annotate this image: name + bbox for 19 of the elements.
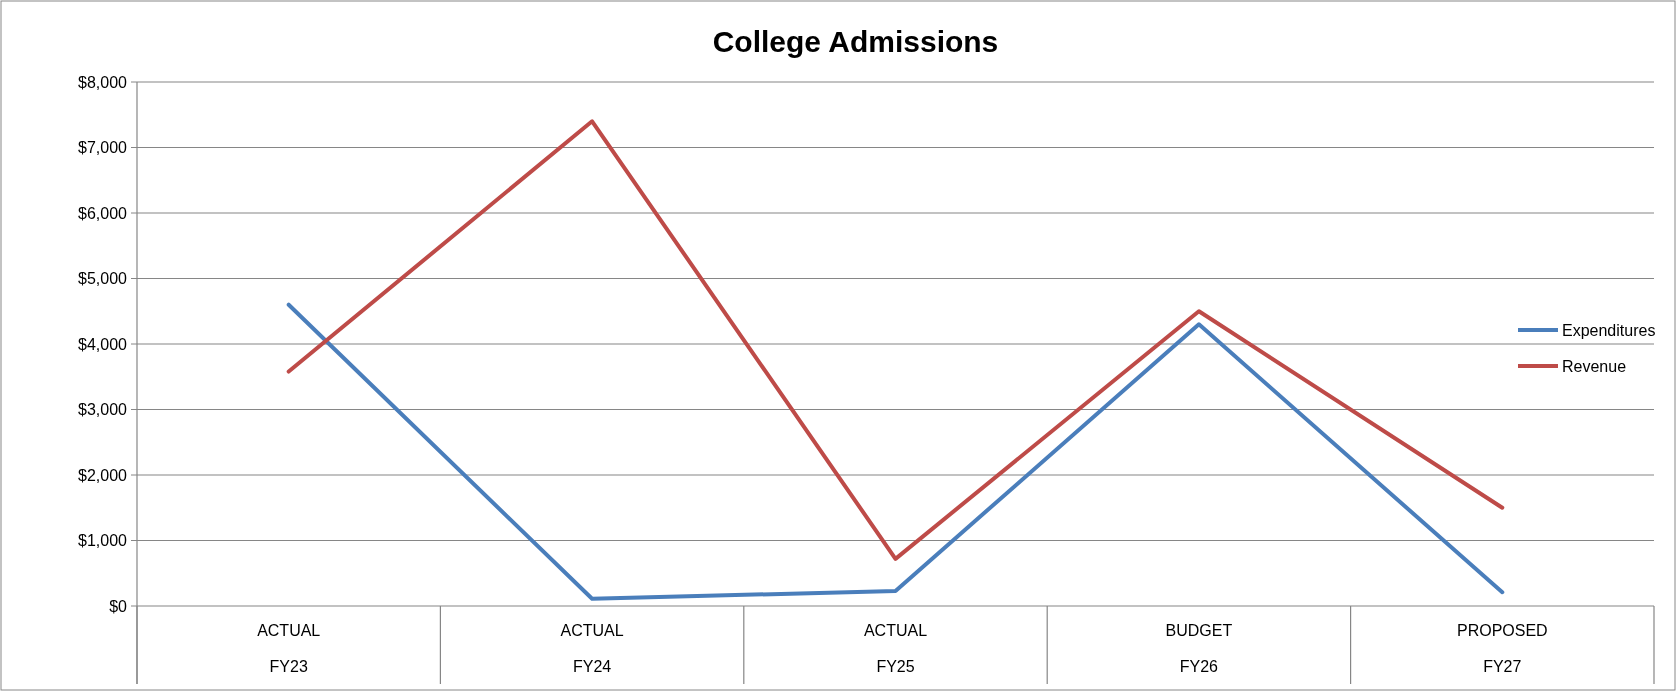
y-tick-label: $6,000 xyxy=(78,204,128,222)
y-tick-label: $3,000 xyxy=(78,401,128,419)
y-tick-label: $0 xyxy=(109,597,128,615)
x-tick-label: ACTUAL FY24 xyxy=(560,622,624,675)
legend-label: Expenditures xyxy=(1562,321,1656,339)
line-series xyxy=(286,119,1505,561)
y-tick-label: $7,000 xyxy=(78,139,128,157)
y-tick-label: $1,000 xyxy=(78,532,128,550)
chart-title: College Admissions xyxy=(712,25,999,58)
y-tick-label: $5,000 xyxy=(78,270,128,288)
y-tick-label: $4,000 xyxy=(78,335,128,353)
x-tick-label: PROPOSED FY27 xyxy=(1456,622,1548,675)
y-tick-label: $8,000 xyxy=(78,73,128,91)
x-tick-label: ACTUAL FY25 xyxy=(863,622,928,675)
line-series xyxy=(286,302,1505,601)
y-tick-label: $2,000 xyxy=(78,466,128,484)
x-tick-label: ACTUAL FY23 xyxy=(257,622,321,675)
legend-label: Revenue xyxy=(1562,357,1627,375)
x-tick-label: BUDGET FY26 xyxy=(1165,622,1233,675)
